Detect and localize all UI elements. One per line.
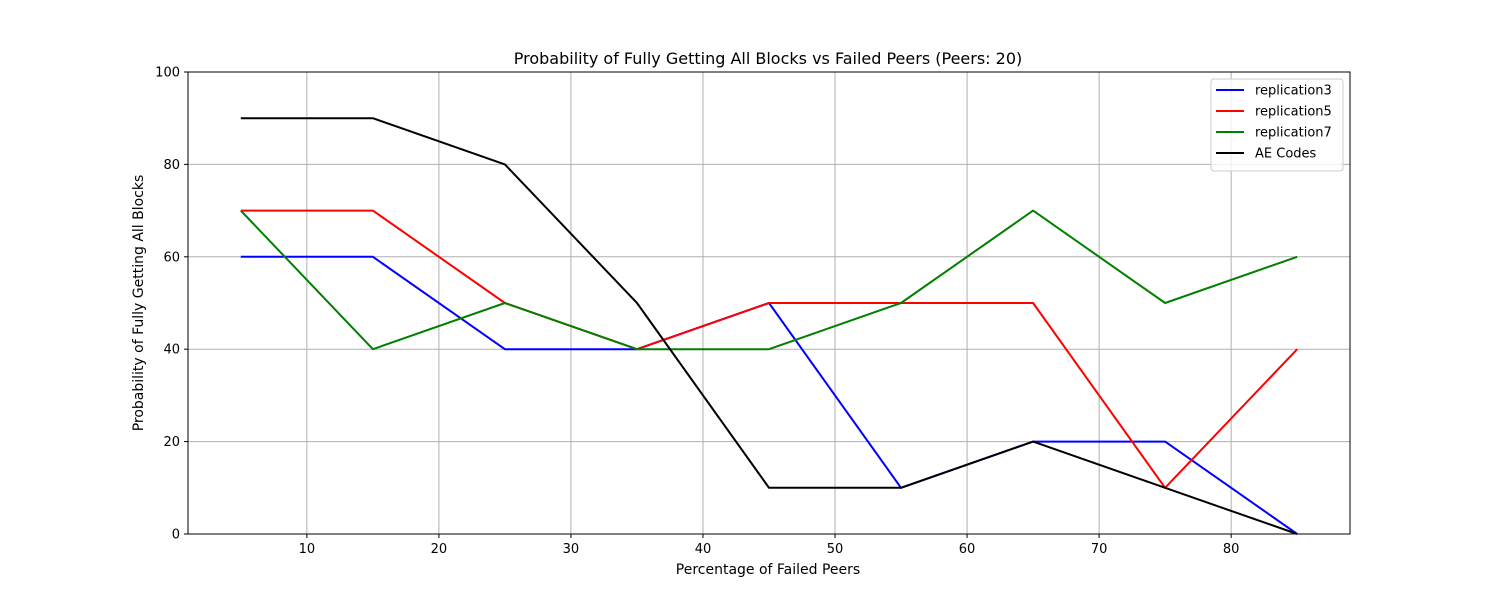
x-tick-label: 40 bbox=[695, 542, 712, 557]
series-line-replication3 bbox=[240, 255, 1298, 535]
legend-label-replication5: replication5 bbox=[1255, 105, 1332, 120]
legend: replication3 replication5 replication7 AE C… bbox=[1210, 78, 1344, 172]
y-tick-label: 100 bbox=[155, 66, 180, 81]
x-axis: 10 20 30 40 50 60 70 80 bbox=[299, 534, 1240, 557]
x-tick-label: 80 bbox=[1223, 542, 1240, 557]
x-tick-label: 10 bbox=[299, 542, 316, 557]
x-tick-label: 30 bbox=[563, 542, 580, 557]
plot-frame bbox=[187, 71, 1351, 535]
x-tick-label: 20 bbox=[431, 542, 448, 557]
y-tick-label: 40 bbox=[163, 343, 180, 358]
series-line-ae-codes bbox=[240, 117, 1298, 535]
legend-label-replication7: replication7 bbox=[1255, 126, 1332, 141]
chart-title: Probability of Fully Getting All Blocks … bbox=[514, 49, 1023, 68]
x-axis-label: Percentage of Failed Peers bbox=[676, 562, 860, 578]
series-lines bbox=[240, 117, 1298, 535]
y-tick-label: 80 bbox=[163, 158, 180, 173]
x-tick-label: 50 bbox=[827, 542, 844, 557]
y-tick-label: 20 bbox=[163, 435, 180, 450]
y-tick-label: 60 bbox=[163, 250, 180, 265]
series-line-replication5 bbox=[240, 209, 1298, 489]
y-axis: 0 20 40 60 80 100 bbox=[155, 66, 188, 543]
series-line-replication7 bbox=[240, 209, 1298, 351]
legend-box bbox=[1210, 78, 1344, 172]
x-tick-label: 70 bbox=[1091, 542, 1108, 557]
y-tick-label: 0 bbox=[172, 528, 180, 543]
legend-label-replication3: replication3 bbox=[1255, 84, 1332, 99]
x-tick-label: 60 bbox=[959, 542, 976, 557]
legend-label-ae-codes: AE Codes bbox=[1255, 147, 1317, 162]
y-axis-label: Probability of Fully Getting All Blocks bbox=[131, 175, 147, 432]
